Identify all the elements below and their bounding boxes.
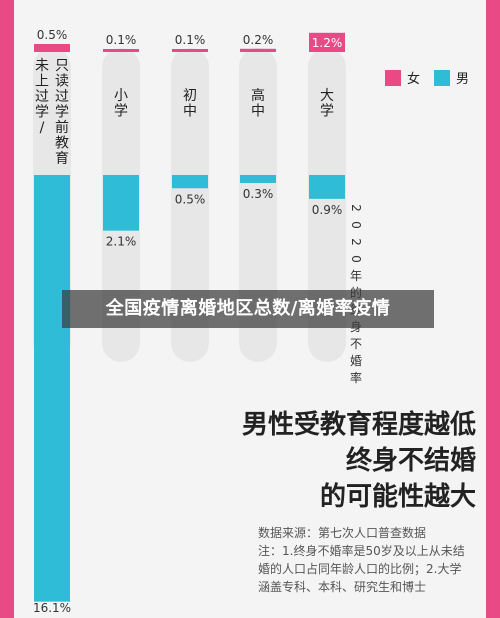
legend-label-male: 男 (456, 72, 469, 87)
category-label-char: 前 (55, 119, 69, 136)
data-label-female: 0.1% (175, 33, 206, 47)
bar-male (34, 175, 70, 602)
legend-swatch-female (385, 70, 401, 86)
category-label-char: 学 (55, 105, 69, 121)
data-label-female: 0.5% (37, 28, 68, 42)
chart-title-char: 不 (350, 337, 362, 351)
source-line-2: 注：1.终身不婚率是50岁及以上从未结 (258, 544, 465, 558)
category-label-char: 初 (183, 87, 197, 104)
category-label-char: 育 (55, 151, 69, 167)
banner: 全国疫情离婚地区总数/离婚率疫情 (62, 290, 434, 328)
chart-title-char: 2 (349, 238, 363, 246)
legend-swatch-male (434, 70, 450, 86)
category-label-char: 大 (320, 88, 334, 104)
category-label-char: 学 (35, 105, 49, 121)
track-bar (171, 48, 209, 362)
legend-label-female: 女 (407, 71, 420, 87)
data-label-male: 0.5% (175, 192, 206, 206)
bar-female (103, 49, 139, 52)
headline-line-2: 终身不结婚 (345, 446, 476, 476)
data-label-male: 16.1% (33, 601, 71, 615)
left-accent-bar (0, 0, 14, 618)
source-line-4: 涵盖专科、本科、研究生和博士 (258, 580, 427, 594)
category-label-char: 只 (55, 58, 69, 74)
bar-female (240, 48, 276, 52)
category-label-char: 学 (320, 104, 334, 120)
chart-title-char: 率 (350, 370, 362, 385)
category-label-char: 读 (55, 73, 69, 90)
bar-female (172, 49, 208, 52)
chart-title-char: 0 (349, 221, 363, 229)
bar-female (309, 32, 345, 52)
chart-title-char: 0 (349, 255, 363, 263)
category-label-char: 上 (35, 74, 49, 90)
category-label-char: 中 (183, 104, 197, 120)
banner-text: 全国疫情离婚地区总数/离婚率疫情 (105, 298, 391, 319)
headline-line-3: 的可能性越大 (319, 482, 476, 512)
bar-female (34, 44, 70, 52)
bar-male (309, 175, 345, 199)
right-accent-bar (486, 0, 500, 618)
category-label-char: 中 (251, 104, 265, 120)
source-line-3: 婚的人口占同年龄人口的比例；2.大学 (258, 562, 462, 576)
category-label-char: 小 (114, 88, 128, 104)
source-line-1: 数据来源：第七次人口普查数据 (258, 526, 427, 540)
track-bar (308, 48, 346, 362)
data-label-female: 1.2% (312, 36, 343, 50)
category-label-char: 过 (55, 89, 69, 105)
category-label-char: 高 (251, 87, 265, 104)
category-label-char: 过 (35, 89, 49, 105)
category-label-char: / (40, 120, 45, 136)
data-label-male: 2.1% (106, 235, 137, 249)
category-label-char: 学 (114, 104, 128, 120)
chart-title-char: 婚 (350, 354, 362, 368)
data-label-female: 0.2% (243, 33, 274, 47)
data-label-female: 0.1% (106, 33, 137, 47)
category-label-char: 教 (55, 136, 69, 152)
data-label-male: 0.3% (243, 187, 274, 201)
data-label-male: 0.9% (312, 203, 343, 217)
bar-male (240, 175, 276, 183)
headline-line-1: 男性受教育程度越低 (241, 410, 476, 440)
chart-title-char: 年 (350, 269, 362, 283)
bar-male (172, 175, 208, 189)
chart-title-char: 2 (349, 204, 363, 212)
category-label-char: 未 (35, 58, 49, 74)
bar-male (103, 175, 139, 231)
track-bar (239, 48, 277, 362)
